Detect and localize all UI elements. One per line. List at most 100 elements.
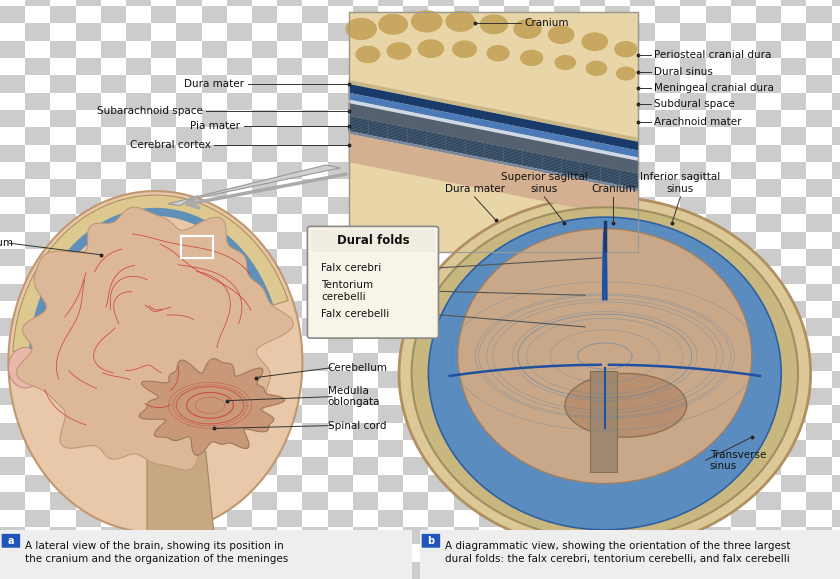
- Bar: [706, 457, 731, 475]
- Bar: [76, 197, 101, 214]
- Bar: [428, 371, 454, 388]
- Bar: [554, 249, 580, 266]
- Bar: [302, 284, 328, 301]
- Bar: [277, 214, 302, 232]
- Bar: [731, 527, 756, 544]
- Bar: [151, 440, 176, 457]
- Bar: [832, 197, 840, 214]
- Bar: [76, 336, 101, 353]
- Bar: [630, 197, 655, 214]
- Bar: [76, 510, 101, 527]
- Bar: [428, 423, 454, 440]
- Bar: [706, 492, 731, 510]
- Bar: [176, 266, 202, 284]
- Bar: [101, 405, 126, 423]
- Bar: [756, 527, 781, 544]
- Bar: [50, 510, 76, 527]
- Bar: [252, 353, 277, 371]
- Bar: [428, 0, 454, 6]
- Bar: [504, 249, 529, 266]
- Bar: [655, 457, 680, 475]
- Bar: [227, 388, 252, 405]
- Bar: [781, 179, 806, 197]
- Bar: [202, 266, 227, 284]
- Bar: [0, 371, 25, 388]
- Bar: [479, 440, 504, 457]
- Bar: [554, 232, 580, 249]
- Bar: [0, 388, 25, 405]
- Bar: [277, 440, 302, 457]
- Bar: [806, 75, 832, 93]
- Bar: [328, 284, 353, 301]
- Bar: [731, 41, 756, 58]
- Bar: [252, 58, 277, 75]
- Bar: [630, 510, 655, 527]
- Bar: [227, 266, 252, 284]
- Bar: [353, 232, 378, 249]
- Bar: [479, 197, 504, 214]
- Bar: [529, 41, 554, 58]
- Bar: [529, 214, 554, 232]
- Bar: [504, 23, 529, 41]
- Bar: [756, 301, 781, 318]
- Bar: [202, 110, 227, 127]
- Bar: [353, 284, 378, 301]
- Bar: [302, 457, 328, 475]
- Bar: [151, 110, 176, 127]
- Bar: [680, 440, 706, 457]
- Bar: [202, 249, 227, 266]
- Bar: [151, 318, 176, 336]
- Bar: [731, 214, 756, 232]
- Bar: [756, 41, 781, 58]
- Bar: [479, 214, 504, 232]
- Bar: [353, 510, 378, 527]
- Bar: [605, 23, 630, 41]
- Text: Subdural space: Subdural space: [654, 99, 735, 109]
- Bar: [428, 145, 454, 162]
- Bar: [353, 197, 378, 214]
- Bar: [832, 214, 840, 232]
- Bar: [756, 266, 781, 284]
- Bar: [378, 457, 403, 475]
- Bar: [25, 510, 50, 527]
- Bar: [252, 492, 277, 510]
- Bar: [403, 423, 428, 440]
- Bar: [479, 179, 504, 197]
- Text: Cerebrum: Cerebrum: [0, 238, 13, 248]
- Bar: [76, 232, 101, 249]
- Bar: [227, 336, 252, 353]
- Bar: [706, 284, 731, 301]
- Bar: [454, 371, 479, 388]
- Bar: [731, 371, 756, 388]
- Bar: [126, 179, 151, 197]
- Bar: [554, 0, 580, 6]
- Bar: [832, 232, 840, 249]
- Bar: [202, 318, 227, 336]
- Bar: [529, 475, 554, 492]
- Bar: [302, 266, 328, 284]
- Bar: [50, 475, 76, 492]
- Bar: [731, 475, 756, 492]
- Bar: [554, 266, 580, 284]
- Bar: [202, 527, 227, 544]
- Bar: [731, 544, 756, 562]
- Bar: [731, 388, 756, 405]
- Bar: [454, 41, 479, 58]
- Bar: [605, 0, 630, 6]
- Text: Subarachnoid space: Subarachnoid space: [97, 106, 202, 116]
- Bar: [428, 527, 454, 544]
- Bar: [378, 388, 403, 405]
- Bar: [529, 249, 554, 266]
- Bar: [252, 0, 277, 6]
- Bar: [0, 41, 25, 58]
- Text: Dural sinus: Dural sinus: [654, 67, 713, 78]
- Bar: [151, 510, 176, 527]
- Bar: [706, 145, 731, 162]
- Bar: [252, 423, 277, 440]
- Bar: [580, 58, 605, 75]
- Bar: [529, 179, 554, 197]
- Bar: [25, 457, 50, 475]
- Bar: [630, 162, 655, 179]
- Bar: [227, 457, 252, 475]
- Bar: [479, 336, 504, 353]
